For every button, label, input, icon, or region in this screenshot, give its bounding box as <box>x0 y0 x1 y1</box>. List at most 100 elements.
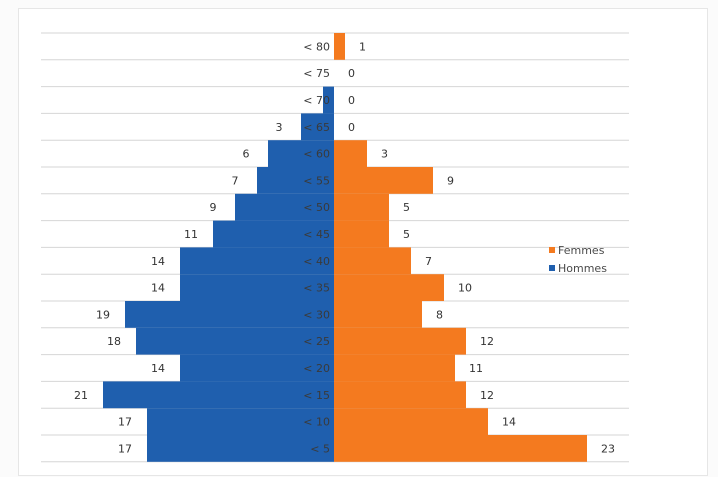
bar-femmes <box>334 274 444 301</box>
value-label-bg <box>265 117 293 137</box>
category-label: < 5 <box>310 442 330 455</box>
bar-hommes <box>103 381 334 409</box>
femmes-bars <box>334 33 587 462</box>
value-label-bg <box>351 37 377 56</box>
value-label-femmes: 8 <box>436 308 443 321</box>
value-label-bg <box>232 144 260 163</box>
bar-femmes <box>334 381 466 409</box>
value-label-femmes: 10 <box>458 282 472 295</box>
category-label: < 10 <box>303 416 330 429</box>
value-label-hommes: 14 <box>151 362 165 375</box>
category-labels: < 80 < 75 < 70 < 65 < 60 < 55 < 50 < 45 < 40 < 35… <box>303 40 330 455</box>
bar-hommes <box>147 408 334 435</box>
bar-femmes <box>334 435 587 462</box>
value-label-femmes: 0 <box>348 94 355 107</box>
value-label-hommes: 14 <box>151 282 165 295</box>
value-label-hommes: 17 <box>118 416 132 429</box>
value-label-hommes: 7 <box>232 174 239 187</box>
value-label-bg <box>428 305 454 324</box>
value-label-bg <box>221 171 249 190</box>
bar-hommes <box>323 86 334 114</box>
value-label-bg <box>340 63 366 83</box>
value-label-femmes: 9 <box>447 174 454 187</box>
bar-hommes <box>180 274 334 301</box>
value-label-hommes: 18 <box>107 335 121 348</box>
population-pyramid-chart: < 80< 75< 70< 65< 60< 55< 50< 45< 40< 35… <box>41 32 629 463</box>
value-label-hommes: 21 <box>74 389 88 402</box>
value-label-femmes: 5 <box>403 201 410 214</box>
value-label-femmes: 7 <box>425 255 432 268</box>
value-label-femmes: 11 <box>469 362 483 375</box>
value-label-bg <box>100 331 128 351</box>
category-label: < 60 <box>303 148 330 161</box>
bar-femmes <box>334 167 433 194</box>
value-label-femmes: 14 <box>502 416 516 429</box>
value-label-hommes: 17 <box>118 442 132 455</box>
category-label: < 45 <box>303 228 330 241</box>
value-label-hommes: 19 <box>96 308 110 321</box>
bar-femmes <box>334 33 345 60</box>
value-label-bg <box>67 385 95 405</box>
category-label: < 65 <box>303 121 330 134</box>
value-label-bg <box>417 251 443 271</box>
value-label-bg <box>340 90 366 110</box>
bar-hommes <box>147 435 334 462</box>
value-label-bg <box>340 117 366 137</box>
value-label-femmes: 5 <box>403 228 410 241</box>
value-label-bg <box>177 224 205 244</box>
value-label-bg <box>199 197 227 217</box>
bar-femmes <box>334 301 422 328</box>
value-label-bg <box>472 385 498 405</box>
value-label-femmes: 12 <box>480 389 494 402</box>
legend: Femmes Hommes <box>549 244 607 275</box>
bar-hommes <box>136 327 334 355</box>
value-label-hommes: 3 <box>276 121 283 134</box>
bar-hommes <box>180 247 334 275</box>
value-label-hommes: 6 <box>243 148 250 161</box>
value-label-bg <box>111 439 139 458</box>
value-label-bg <box>89 305 117 324</box>
bar-femmes <box>334 354 455 382</box>
bar-femmes <box>334 327 466 355</box>
bar-femmes <box>334 220 389 248</box>
category-label: < 20 <box>303 362 330 375</box>
value-label-bg <box>494 412 520 431</box>
value-label-bg <box>439 171 465 190</box>
bar-hommes <box>257 167 334 194</box>
value-label-femmes: 0 <box>348 67 355 80</box>
category-label: < 75 <box>303 67 330 80</box>
value-label-bg <box>395 197 421 217</box>
value-label-bg <box>450 278 476 297</box>
bar-hommes <box>268 140 334 167</box>
category-label: < 80 <box>303 40 330 53</box>
legend-label-hommes: Hommes <box>558 262 607 275</box>
value-label-hommes: 14 <box>151 255 165 268</box>
chart-frame: < 80 < 75 < 70 < 65 < 60 < 55 < 50 < 45 < 40 < 35… <box>18 8 708 476</box>
bar-hommes <box>213 220 334 248</box>
value-label-femmes: 0 <box>348 121 355 134</box>
value-label-bg <box>593 439 619 458</box>
bar-hommes <box>235 193 334 221</box>
value-label-femmes: 23 <box>601 442 615 455</box>
legend-swatch-femmes <box>549 247 555 253</box>
category-label: < 40 <box>303 255 330 268</box>
bar-hommes <box>301 113 334 141</box>
category-label: < 15 <box>303 389 330 402</box>
value-label-hommes: 11 <box>184 228 198 241</box>
value-label-hommes: 9 <box>210 201 217 214</box>
bar-femmes <box>334 193 389 221</box>
category-label: < 50 <box>303 201 330 214</box>
value-label-bg <box>144 251 172 271</box>
value-label-bg <box>461 358 487 378</box>
category-label: < 70 <box>303 94 330 107</box>
category-label: < 30 <box>303 308 330 321</box>
value-label-bg <box>144 278 172 297</box>
bar-hommes <box>125 301 334 328</box>
bar-femmes <box>334 247 411 275</box>
category-label: < 55 <box>303 174 330 187</box>
value-label-bg <box>472 331 498 351</box>
value-label-bg <box>144 358 172 378</box>
value-label-femmes: 12 <box>480 335 494 348</box>
